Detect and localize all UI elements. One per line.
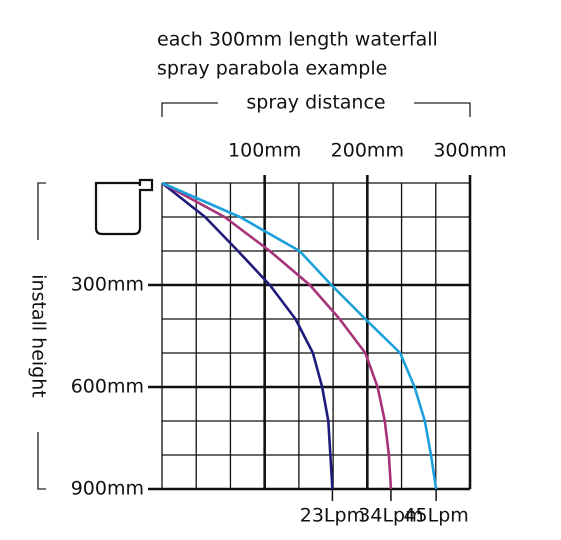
- x-bracket: [161, 102, 471, 117]
- curve: [161, 181, 334, 490]
- series-label: 34Lpm: [358, 505, 423, 527]
- spout-icon: [94, 178, 154, 236]
- curve: [161, 181, 393, 490]
- chart-title: each 300mm length waterfall: [157, 29, 438, 51]
- x-tick-label: 100mm: [228, 140, 301, 162]
- y-bracket: [37, 182, 46, 490]
- chart-title: spray parabola example: [157, 58, 387, 80]
- y-tick-label: 900mm: [71, 478, 144, 500]
- y-axis-label: install height: [28, 274, 50, 397]
- curve: [161, 181, 438, 490]
- series-label: 23Lpm: [300, 505, 365, 527]
- series-label: 45Lpm: [403, 505, 468, 527]
- x-axis-label: spray distance: [246, 92, 385, 114]
- y-tick-label: 300mm: [71, 274, 144, 296]
- x-tick-label: 200mm: [331, 140, 404, 162]
- x-tick-label: 300mm: [433, 140, 506, 162]
- y-tick-label: 600mm: [71, 376, 144, 398]
